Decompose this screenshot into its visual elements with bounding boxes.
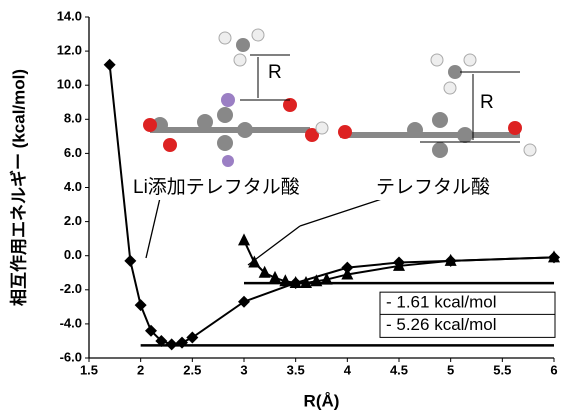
y-axis-label: 相互作用エネルギー (kcal/mol) (8, 69, 28, 306)
data-point (186, 332, 198, 344)
molecule-label: R (268, 62, 282, 83)
y-tick-label: 2.0 (64, 213, 82, 228)
y-tick-label: 8.0 (64, 111, 82, 126)
x-tick-label: 5 (447, 362, 454, 377)
data-point (135, 299, 147, 311)
annotation: テレフタル酸 (376, 176, 490, 198)
data-point (238, 233, 250, 245)
data-point (124, 255, 136, 267)
data-point (166, 338, 178, 350)
x-tick-label: 6 (550, 362, 557, 377)
y-tick-label: 14.0 (57, 8, 82, 23)
x-tick-label: 3 (240, 362, 247, 377)
x-tick-label: 1.5 (80, 362, 98, 377)
y-tick-label: -2.0 (60, 281, 82, 296)
data-point (104, 59, 116, 71)
x-tick-label: 2.5 (183, 362, 201, 377)
y-tick-label: 0.0 (64, 247, 82, 262)
data-point (176, 337, 188, 349)
reference-label: - 5.26 kcal/mol (386, 315, 497, 334)
chart: R R -6.0 -4.0 -2.0 0.0 2.0 4.0 6.0 8.0 10.0 12.0 1… (0, 0, 561, 415)
y-tick-label: -6.0 (60, 349, 82, 364)
x-axis-label: R(Å) (304, 391, 340, 410)
data-point (238, 296, 250, 308)
annotation-arrows (146, 198, 385, 265)
y-tick-label: 12.0 (57, 43, 82, 58)
y-tick-label: -4.0 (60, 315, 82, 330)
molecule-label: R (480, 92, 494, 113)
reference-label: - 1.61 kcal/mol (386, 293, 497, 312)
x-tick-label: 4.5 (390, 362, 408, 377)
y-tick-label: 10.0 (57, 77, 82, 92)
x-tick-label: 5.5 (493, 362, 511, 377)
x-tick-label: 2 (137, 362, 144, 377)
y-tick-label: 4.0 (64, 179, 82, 194)
x-tick-label: 4 (344, 362, 352, 377)
molecule-illustration (143, 29, 536, 167)
annotation: Li添加テレフタル酸 (133, 176, 300, 198)
x-tick-label: 3.5 (287, 362, 305, 377)
y-tick-label: 6.0 (64, 145, 82, 160)
